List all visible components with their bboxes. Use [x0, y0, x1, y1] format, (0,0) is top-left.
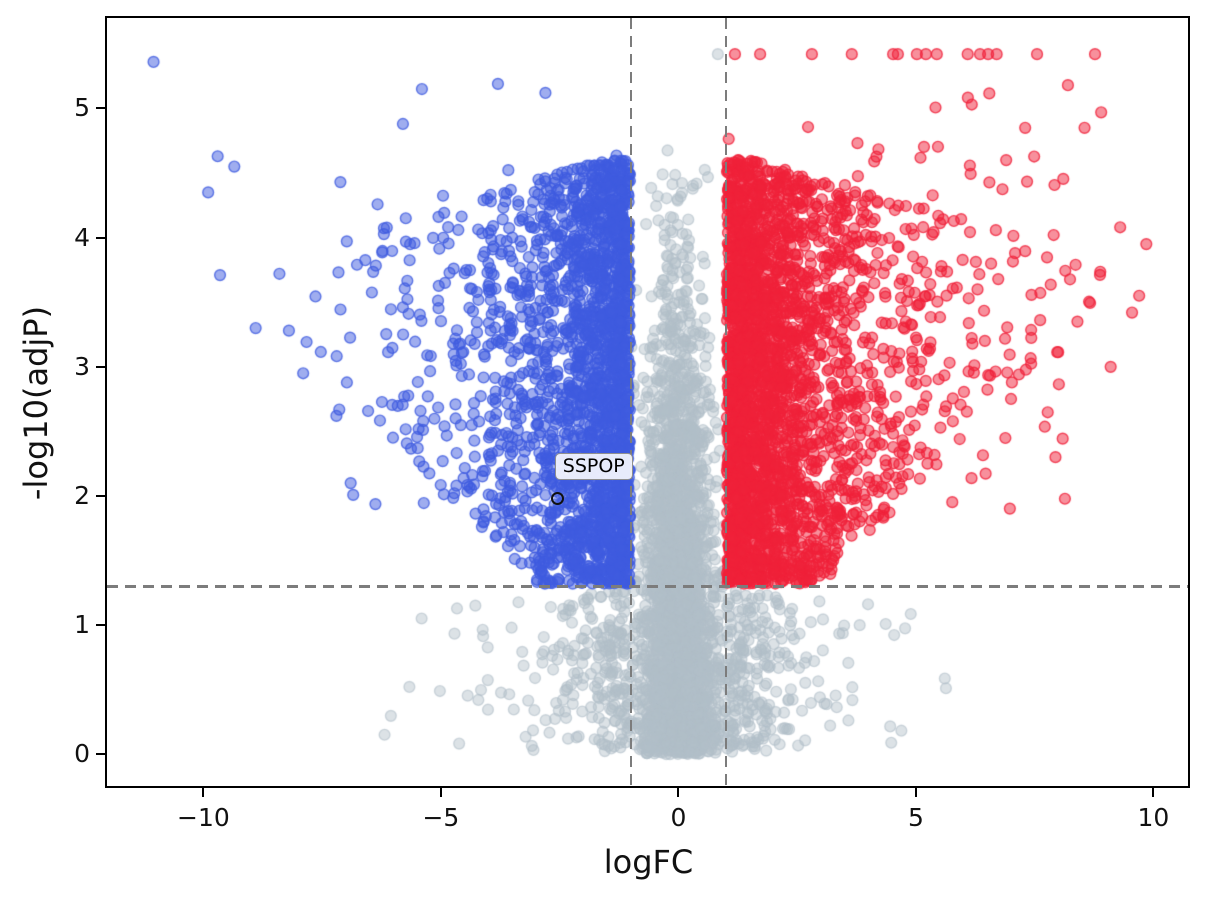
y-tick-mark	[96, 495, 105, 498]
gene-marker-sspop-icon	[551, 492, 565, 506]
logfc-threshold-line-left	[629, 18, 633, 788]
x-tick-label: 0	[670, 803, 687, 832]
y-tick-mark	[96, 107, 105, 110]
x-tick-mark	[202, 788, 205, 797]
x-tick-mark	[1152, 788, 1155, 797]
y-axis-label: -log10(adjP)	[17, 305, 55, 501]
y-tick-label: 2	[74, 481, 90, 511]
x-tick-mark	[439, 788, 442, 797]
y-tick-label: 3	[74, 351, 90, 381]
x-tick-label: −5	[422, 803, 460, 832]
y-tick-mark	[96, 236, 105, 239]
x-tick-mark	[914, 788, 917, 797]
x-axis-label: logFC	[603, 843, 694, 881]
x-tick-label: −10	[177, 803, 230, 832]
x-tick-mark	[677, 788, 680, 797]
y-tick-mark	[96, 753, 105, 756]
gene-label-sspop: SSPOP	[554, 452, 633, 480]
y-tick-label: 5	[74, 93, 90, 123]
y-tick-mark	[96, 365, 105, 368]
y-tick-label: 1	[74, 610, 90, 640]
x-tick-label: 10	[1137, 803, 1170, 832]
significance-threshold-line	[107, 585, 1190, 588]
y-tick-mark	[96, 624, 105, 627]
x-tick-label: 5	[907, 803, 924, 832]
scatter-points-canvas	[107, 18, 1190, 788]
logfc-threshold-line-right	[724, 18, 728, 788]
y-tick-label: 4	[74, 222, 90, 252]
y-tick-label: 0	[74, 739, 90, 769]
